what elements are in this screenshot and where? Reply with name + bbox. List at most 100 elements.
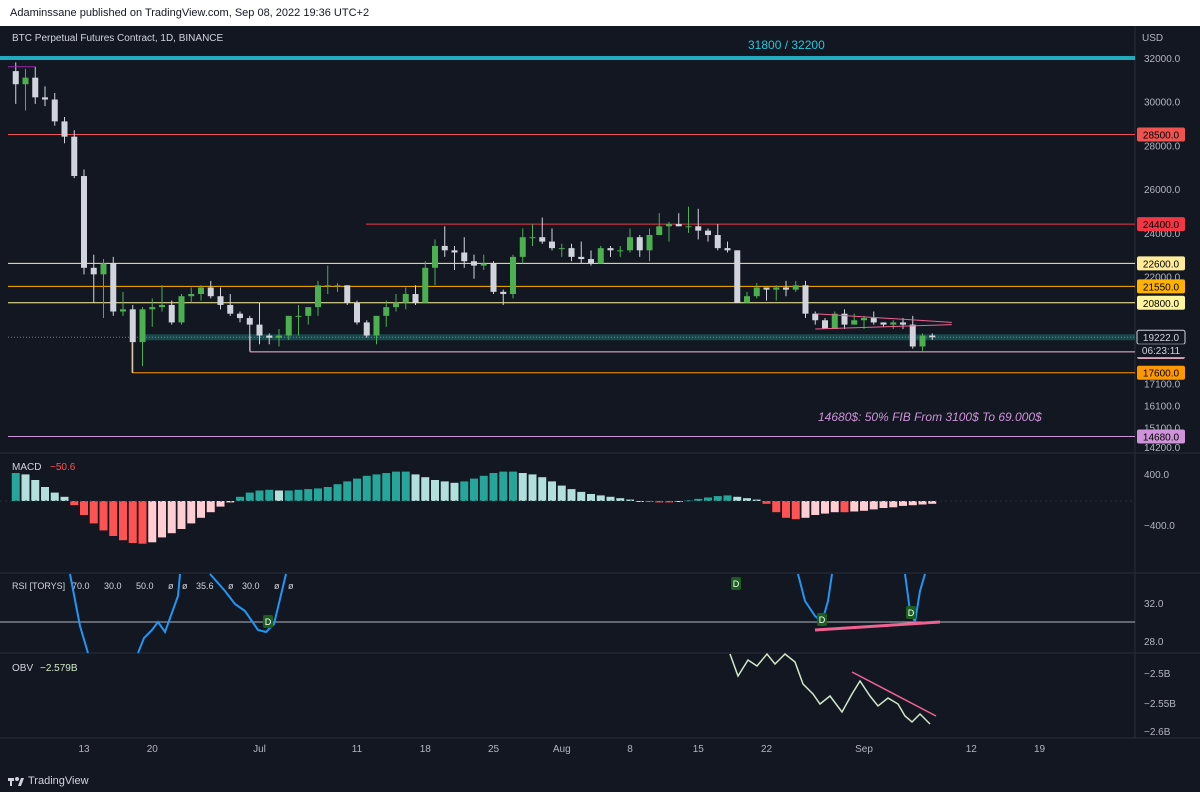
candle-body [744,296,750,303]
candle-body [841,313,848,325]
candle-body [334,285,341,287]
x-tick-label: 19 [1034,744,1046,755]
macd-tick-label: −400.0 [1144,521,1175,532]
macd-bar [50,492,59,501]
macd-bar [255,490,264,501]
candle-body [217,296,224,305]
macd-bar [236,496,244,501]
macd-bar [460,481,469,501]
candle-body [471,261,477,266]
footer-bar: TradingView [0,770,1200,792]
candle-body [880,322,887,325]
macd-bar [323,487,332,501]
macd-bar [772,501,781,513]
candle-body [22,77,29,85]
candle-body [539,237,546,242]
candle-body [461,252,468,262]
divergence-marker-label: D [908,608,915,618]
triangle-lower-line [815,324,952,330]
candle-body [549,241,555,249]
rsi-line [69,573,926,654]
macd-bar [626,499,634,501]
x-tick-label: 15 [693,744,705,755]
tradingview-logo-icon [8,777,24,786]
macd-bar [99,501,108,531]
macd-bar [548,481,556,501]
candle-body [432,245,438,268]
macd-bar [226,501,235,503]
chart-title: BTC Perpetual Futures Contract, 1D, BINA… [12,33,224,44]
price-label-bg [1137,429,1185,444]
candle-body [753,287,760,297]
candle-body [734,250,741,303]
rsi-param: 30.0 [242,581,260,591]
tradingview-logo[interactable]: TradingView [8,775,89,787]
macd-bar [353,478,361,501]
candle-body [207,287,214,297]
rsi-param: ø [168,581,174,591]
macd-bar [889,501,898,508]
macd-bar [635,501,644,502]
macd-bar [109,501,118,536]
x-tick-label: 25 [488,744,500,755]
macd-bar [801,501,810,518]
candle-body [100,263,107,275]
publish-bar: Adaminssane published on TradingView.com… [0,0,1200,26]
macd-tick-label: 400.0 [1144,470,1169,481]
candle-body [568,248,575,257]
macd-bar [850,501,859,512]
price-label: 17600.0 [1143,369,1180,380]
price-label: 14680.0 [1143,433,1180,444]
candle-body [295,315,302,317]
macd-bar [421,477,430,501]
candle-body [110,263,117,312]
divergence-marker-label: D [265,617,272,627]
price-label: 20800.0 [1143,299,1180,310]
candle-body [71,136,78,177]
macd-bar [674,501,683,502]
macd-bar [840,501,849,513]
macd-bar [606,496,615,501]
divergence-marker [263,615,273,628]
x-tick-label: 8 [627,744,633,755]
price-label: 19222.0 [1143,333,1180,344]
candle-body [783,287,789,290]
candle-body [617,250,624,252]
price-label: 21550.0 [1143,282,1180,293]
macd-bar [167,501,176,534]
candle-body [81,176,87,268]
rsi-divergence-line [814,620,941,632]
candle-body [344,285,351,303]
price-label-bg [1137,279,1185,294]
macd-bar [216,501,225,507]
macd-bar [31,480,40,501]
candle-body [32,77,39,98]
candle-body [129,309,136,343]
macd-bar [80,501,88,515]
macd-bar [119,501,127,541]
macd-bar [830,501,839,513]
macd-bar [177,501,186,529]
candle-body [305,307,312,316]
candle-body [324,285,331,287]
macd-bar [499,471,508,501]
macd-bar [538,477,547,501]
rsi-tick-label: 28.0 [1144,637,1164,648]
rsi-param: 35.6 [196,581,214,591]
macd-bar [928,501,937,504]
rsi-param: 30.0 [104,581,122,591]
macd-bar [138,501,147,544]
y-tick-label: 22000.0 [1144,273,1181,284]
candle-body [61,121,68,137]
macd-bar [479,475,488,501]
candle-body [246,318,253,325]
footer-brand: TradingView [28,775,89,787]
price-label-bg [1137,295,1185,310]
y-tick-label: 16100.0 [1144,401,1181,412]
macd-bar [158,501,166,538]
macd-bar [616,498,625,501]
macd-bar [821,501,829,514]
obv-tick-label: −2.5B [1144,669,1171,680]
divergence-marker [731,577,741,590]
